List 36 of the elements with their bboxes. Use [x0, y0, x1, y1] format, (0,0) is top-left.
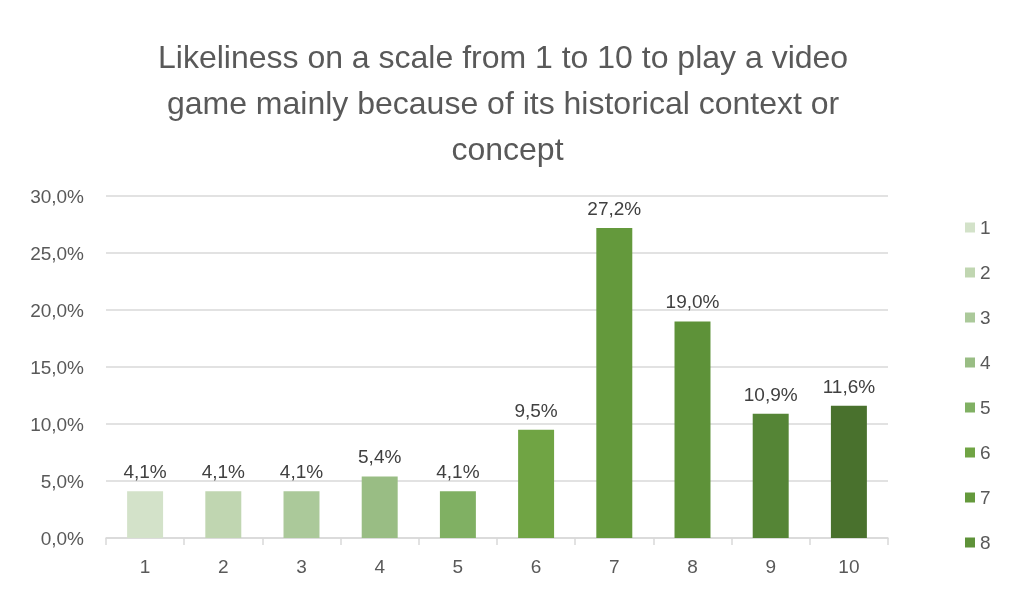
x-tick-label: 5: [452, 556, 464, 577]
data-label: 4,1%: [279, 461, 324, 483]
data-label: 4,1%: [123, 461, 167, 483]
x-tick-label: 1: [139, 556, 151, 577]
x-tick-label: 9: [765, 556, 776, 577]
legend-label: 3: [980, 307, 991, 328]
x-tick-label: 7: [609, 556, 620, 577]
y-tick-label: 5,0%: [40, 470, 85, 492]
data-label: 19,0%: [665, 291, 720, 313]
y-tick-label: 20,0%: [30, 299, 85, 321]
data-label: 4,1%: [436, 461, 480, 483]
legend-label: 1: [980, 217, 991, 238]
data-label: 4,1%: [201, 461, 246, 483]
chart-title: Likeliness on a scale from 1 to 10 to play a video game mainly because of its historical context or concept: [157, 39, 858, 167]
x-tick-label: 3: [296, 556, 307, 577]
legend-label: 8: [980, 532, 991, 553]
legend-label: 4: [980, 352, 991, 373]
y-tick-label: 15,0%: [30, 356, 85, 378]
x-tick-label: 10: [838, 556, 860, 577]
y-tick-label: 0,0%: [40, 527, 85, 549]
x-tick-label: 6: [530, 556, 542, 577]
y-tick-label: 25,0%: [30, 242, 85, 264]
x-tick-label: 4: [374, 556, 386, 577]
data-label: 9,5%: [514, 399, 558, 421]
x-tick-label: 2: [218, 556, 229, 577]
data-label: 11,6%: [822, 375, 876, 397]
x-tick-label: 8: [687, 556, 698, 577]
legend-label: 7: [980, 487, 991, 508]
data-label: 5,4%: [358, 446, 402, 468]
legend-label: 2: [980, 262, 991, 283]
legend-label: 5: [980, 397, 991, 418]
y-tick-label: 30,0%: [30, 185, 85, 207]
legend-label: 6: [980, 442, 991, 463]
data-label: 27,2%: [587, 197, 642, 219]
data-label: 10,9%: [743, 383, 798, 405]
y-tick-label: 10,0%: [30, 413, 85, 435]
